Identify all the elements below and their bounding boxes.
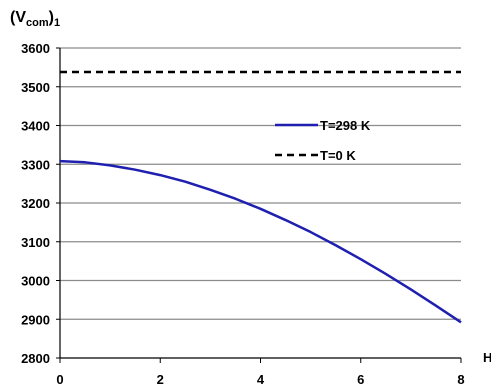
y-tick-label: 3200 bbox=[21, 196, 50, 211]
x-tick-label: 6 bbox=[357, 372, 364, 387]
series-line-1 bbox=[59, 159, 462, 324]
y-axis-label-index: 1 bbox=[54, 17, 60, 29]
axes bbox=[56, 47, 462, 363]
x-tick-label: 0 bbox=[56, 372, 63, 387]
y-tick-label: 2900 bbox=[21, 312, 50, 327]
legend-label-1: T=298 K bbox=[320, 118, 371, 133]
y-tick-labels: 2800 2900 3000 3100 3200 3300 3400 3500 3600 bbox=[21, 41, 50, 366]
x-tick-label: 2 bbox=[157, 372, 164, 387]
y-axis-label: (Vcom)1 bbox=[10, 9, 60, 29]
series-lines bbox=[59, 70, 462, 324]
grid-lines bbox=[60, 47, 461, 320]
y-axis-label-sub: com bbox=[26, 17, 49, 29]
y-tick-label: 3300 bbox=[21, 157, 50, 172]
y-axis-label-close: ) bbox=[49, 9, 54, 26]
y-tick-label: 2800 bbox=[21, 351, 50, 366]
y-tick-label: 3100 bbox=[21, 235, 50, 250]
y-axis-label-main: (V bbox=[10, 9, 26, 26]
y-tick-label: 3000 bbox=[21, 274, 50, 289]
y-tick-label: 3400 bbox=[21, 119, 50, 134]
y-tick-label: 3600 bbox=[21, 41, 50, 56]
x-tick-label: 4 bbox=[257, 372, 265, 387]
y-tick-label: 3500 bbox=[21, 80, 50, 95]
x-axis-label: H bbox=[483, 350, 491, 365]
x-tick-label: 8 bbox=[457, 372, 464, 387]
x-tick-labels: 0 2 4 6 8 bbox=[56, 372, 464, 387]
legend: T=298 K T=0 K bbox=[275, 118, 371, 163]
legend-label-2: T=0 K bbox=[320, 148, 356, 163]
